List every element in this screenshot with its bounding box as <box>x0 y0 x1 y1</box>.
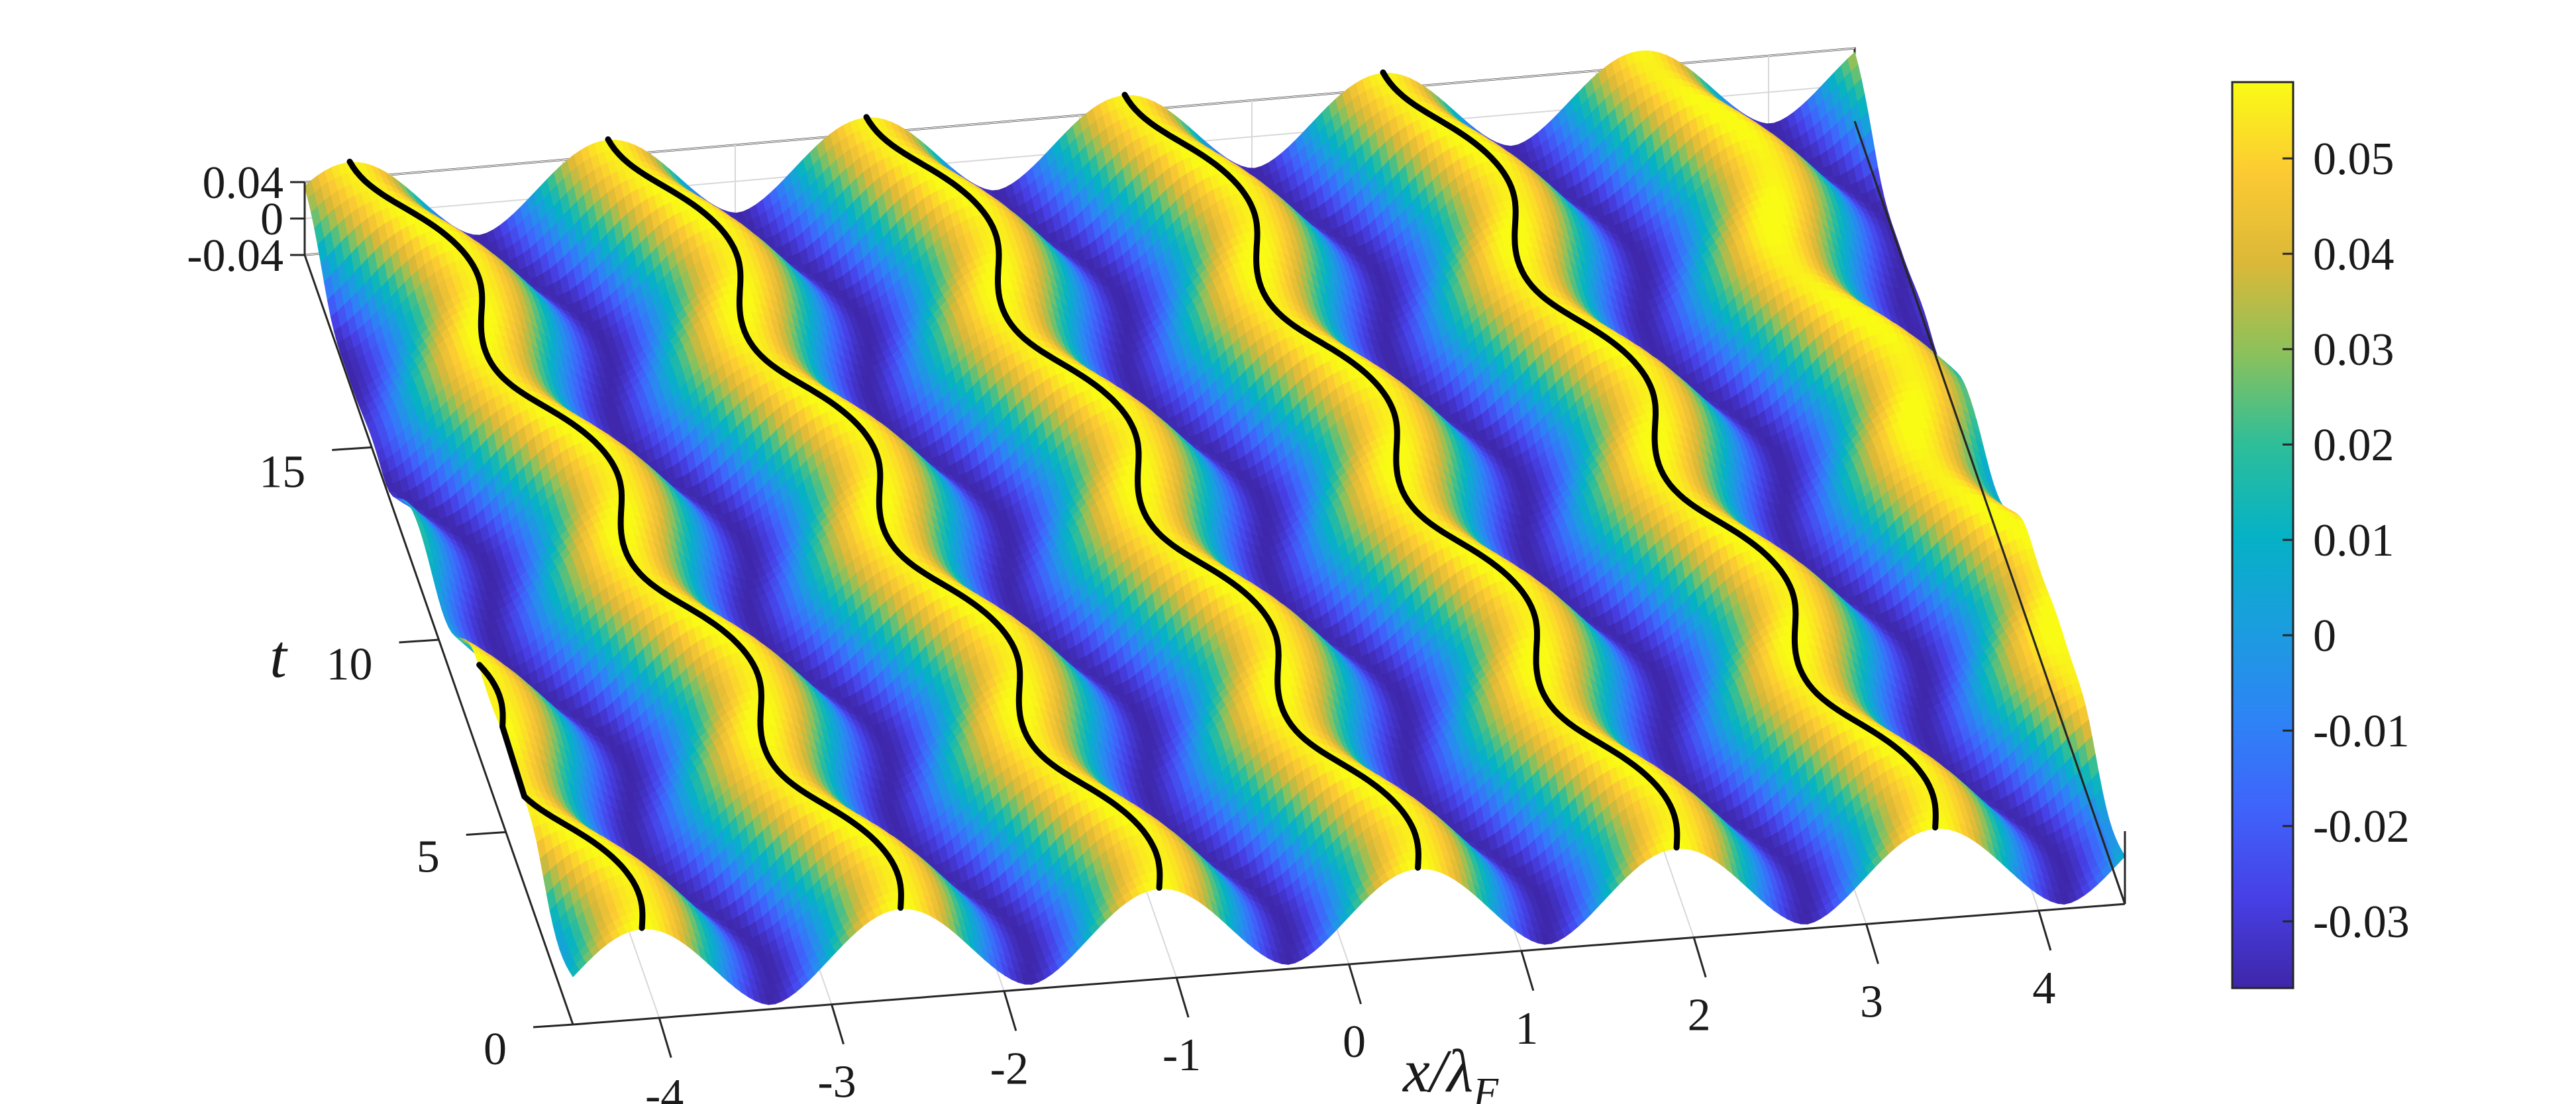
surface-mesh <box>304 50 2126 1005</box>
back-wall-grid-line <box>304 48 1855 183</box>
